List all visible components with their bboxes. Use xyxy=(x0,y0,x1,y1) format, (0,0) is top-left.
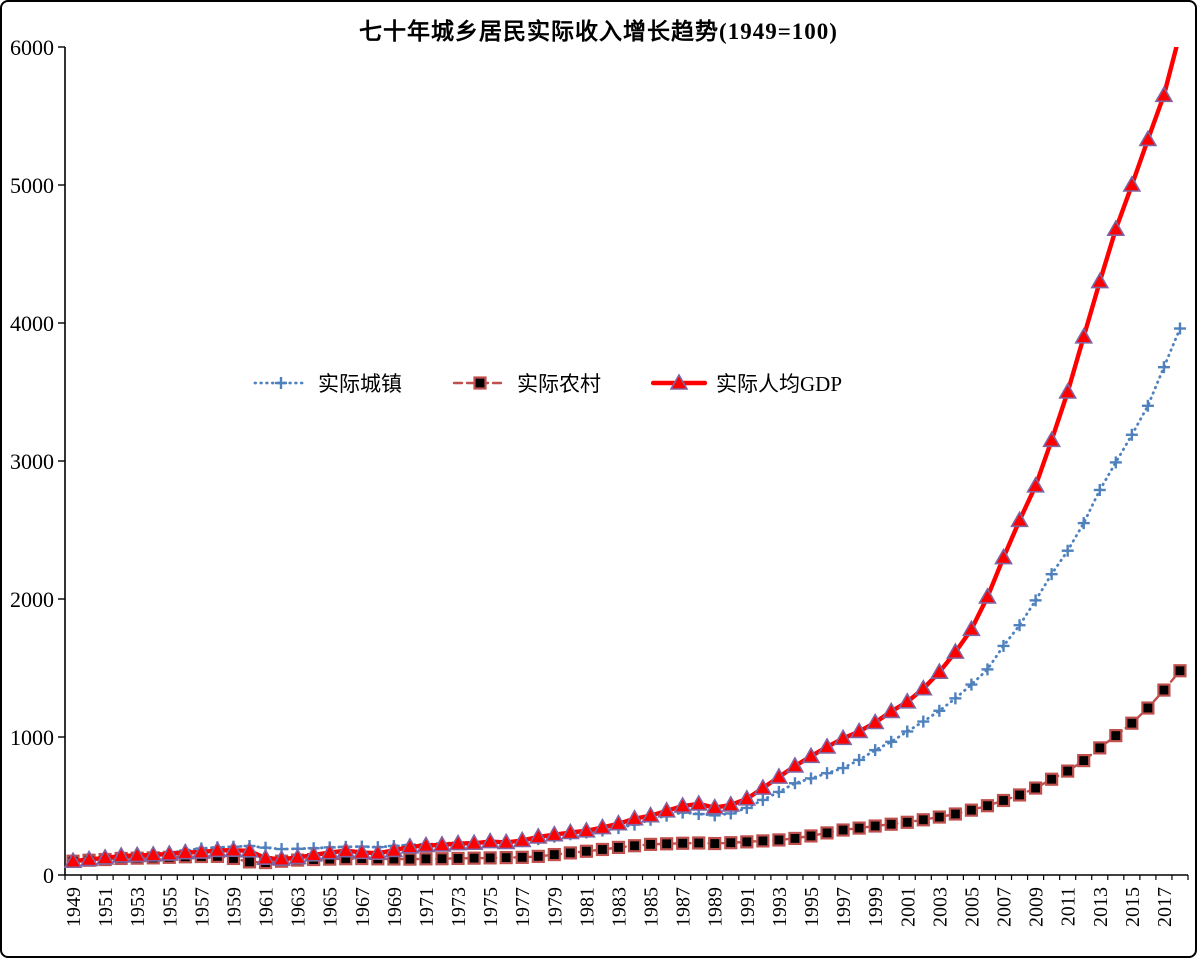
x-tick-label: 1951 xyxy=(95,887,117,927)
x-tick-label: 2015 xyxy=(1122,887,1144,927)
x-tick-label: 1963 xyxy=(288,887,310,927)
x-tick-label: 1955 xyxy=(159,887,181,927)
x-tick-label: 1999 xyxy=(865,887,887,927)
legend-item-urban: 实际城镇 xyxy=(253,368,402,398)
legend: 实际城镇 实际农村 实际人均GDP xyxy=(253,368,842,398)
x-tick-label: 1967 xyxy=(352,887,374,927)
x-tick-label: 1971 xyxy=(416,887,438,927)
legend-swatch-rural xyxy=(452,376,508,390)
chart-title: 七十年城乡居民实际收入增长趋势(1949=100) xyxy=(359,19,838,44)
x-tick-label: 1959 xyxy=(223,887,245,927)
y-tick-label: 2000 xyxy=(10,587,54,612)
x-tick-label: 1995 xyxy=(801,887,823,927)
x-tick-label: 1961 xyxy=(256,887,278,927)
y-tick-label: 0 xyxy=(43,863,54,888)
x-tick-label: 2017 xyxy=(1154,887,1176,927)
x-tick-label: 2011 xyxy=(1058,887,1080,926)
y-tick-label: 5000 xyxy=(10,173,54,198)
x-tick-label: 1983 xyxy=(608,887,630,927)
x-tick-label: 1979 xyxy=(544,887,566,927)
legend-item-rural: 实际农村 xyxy=(452,368,601,398)
x-tick-label: 2013 xyxy=(1090,887,1112,927)
legend-swatch-gdp xyxy=(651,373,707,390)
x-tick-label: 1957 xyxy=(191,887,213,927)
series-line-rural xyxy=(71,669,1182,864)
x-tick-label: 1969 xyxy=(384,887,406,927)
y-tick-label: 6000 xyxy=(10,35,54,60)
x-tick-label: 2003 xyxy=(929,887,951,927)
legend-label-gdp: 实际人均GDP xyxy=(716,372,843,396)
x-tick-label: 1953 xyxy=(127,887,149,927)
legend-item-gdp: 实际人均GDP xyxy=(651,368,842,398)
y-tick-label: 1000 xyxy=(10,725,54,750)
x-tick-label: 1977 xyxy=(512,887,534,927)
y-tick-label: 4000 xyxy=(10,311,54,336)
x-tick-label: 1989 xyxy=(705,887,727,927)
x-tick-label: 1965 xyxy=(320,887,342,927)
x-tick-label: 2005 xyxy=(961,887,983,927)
legend-label-rural: 实际农村 xyxy=(517,372,601,396)
x-tick-label: 2007 xyxy=(994,887,1016,927)
x-tick-label: 1981 xyxy=(576,887,598,927)
x-tick-label: 1987 xyxy=(673,887,695,927)
series-line-urban xyxy=(71,327,1182,863)
y-tick-label: 3000 xyxy=(10,449,54,474)
x-tick-label: 1973 xyxy=(448,887,470,927)
legend-label-urban: 实际城镇 xyxy=(318,372,402,396)
x-tick-label: 2001 xyxy=(897,887,919,927)
series-line-gdp xyxy=(70,47,1179,864)
x-tick-label: 1993 xyxy=(769,887,791,927)
x-tick-label: 1949 xyxy=(63,887,85,927)
x-tick-label: 1997 xyxy=(833,887,855,927)
x-tick-label: 1991 xyxy=(737,887,759,927)
legend-swatch-urban xyxy=(253,377,309,389)
x-tick-label: 1985 xyxy=(641,887,663,927)
series-urban xyxy=(67,322,1186,868)
x-tick-label: 2009 xyxy=(1026,887,1048,927)
series-gdp xyxy=(64,47,1179,868)
series-rural xyxy=(66,664,1187,870)
x-tick-label: 1975 xyxy=(480,887,502,927)
